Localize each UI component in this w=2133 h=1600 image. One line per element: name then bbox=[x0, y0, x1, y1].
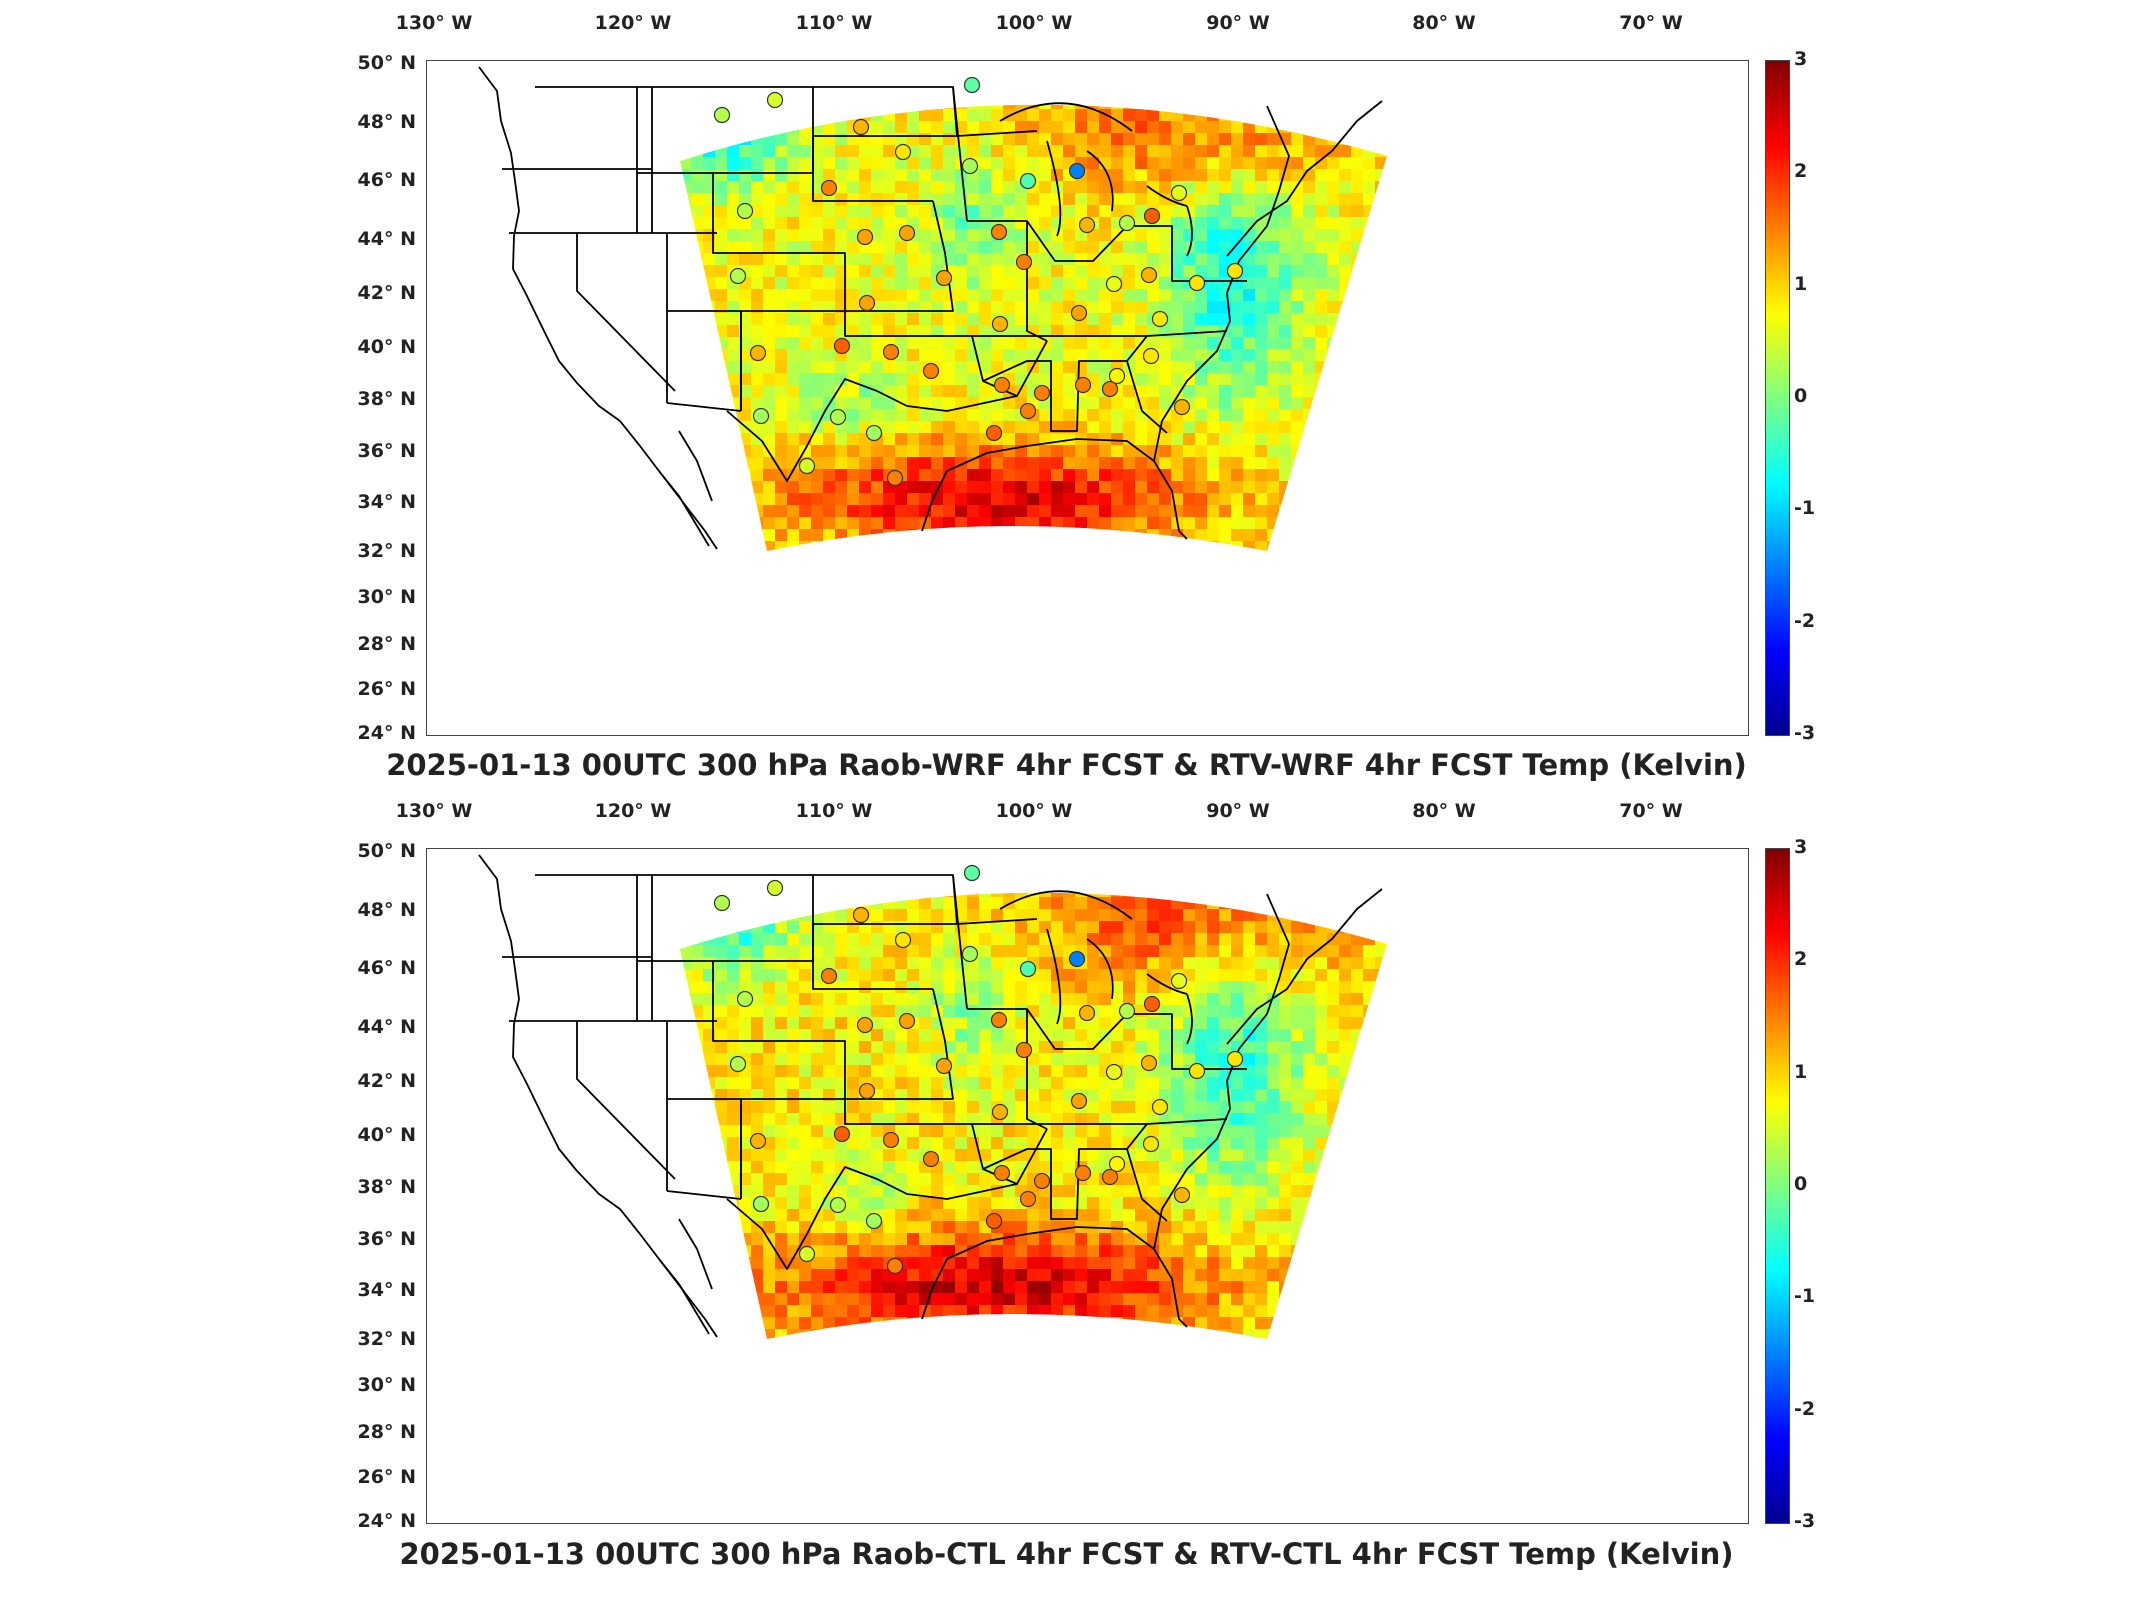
colorbar bbox=[1765, 848, 1790, 1524]
colorbar-tick-label: -3 bbox=[1794, 722, 1816, 744]
colorbar-tick-label: 1 bbox=[1794, 1060, 1808, 1083]
colorbar-tick-label: -2 bbox=[1794, 609, 1816, 632]
longitude-label: 100° W bbox=[995, 800, 1073, 822]
colorbar-tick-label: 3 bbox=[1794, 48, 1808, 70]
colorbar-tick-label: 0 bbox=[1794, 385, 1808, 407]
longitude-label: 70° W bbox=[1619, 12, 1683, 34]
map-frame bbox=[426, 848, 1749, 1524]
latitude-label: 28° N bbox=[357, 1421, 416, 1443]
longitude-label: 120° W bbox=[594, 12, 672, 34]
latitude-label: 42° N bbox=[357, 1070, 416, 1092]
latitude-label: 40° N bbox=[357, 336, 416, 358]
longitude-label: 120° W bbox=[594, 800, 672, 822]
temperature-difference-map bbox=[427, 61, 1748, 735]
latitude-label: 26° N bbox=[357, 1466, 416, 1488]
colorbar-tick-label: -3 bbox=[1794, 1510, 1816, 1532]
latitude-label: 36° N bbox=[357, 1228, 416, 1250]
latitude-label: 36° N bbox=[357, 440, 416, 462]
latitude-label: 32° N bbox=[357, 1328, 416, 1350]
latitude-label: 44° N bbox=[357, 228, 416, 250]
longitude-label: 100° W bbox=[995, 12, 1073, 34]
colorbar-tick-label: 1 bbox=[1794, 272, 1808, 295]
longitude-label: 80° W bbox=[1412, 12, 1476, 34]
latitude-label: 48° N bbox=[357, 111, 416, 133]
temperature-difference-map bbox=[427, 849, 1748, 1523]
longitude-label: 90° W bbox=[1206, 12, 1270, 34]
colorbar-tick-label: 2 bbox=[1794, 948, 1808, 971]
latitude-label: 38° N bbox=[357, 1176, 416, 1198]
latitude-label: 32° N bbox=[357, 540, 416, 562]
map-frame bbox=[426, 60, 1749, 736]
panel-title: 2025-01-13 00UTC 300 hPa Raob-CTL 4hr FC… bbox=[399, 1537, 1734, 1571]
latitude-label: 50° N bbox=[357, 840, 416, 862]
latitude-label: 26° N bbox=[357, 678, 416, 700]
colorbar bbox=[1765, 60, 1790, 736]
longitude-label: 110° W bbox=[795, 12, 873, 34]
latitude-label: 44° N bbox=[357, 1016, 416, 1038]
colorbar-tick-label: -2 bbox=[1794, 1397, 1816, 1420]
latitude-label: 46° N bbox=[357, 169, 416, 191]
colorbar-tick-label: -1 bbox=[1794, 497, 1816, 520]
latitude-label: 42° N bbox=[357, 282, 416, 304]
colorbar-tick-label: 0 bbox=[1794, 1173, 1808, 1195]
latitude-label: 28° N bbox=[357, 633, 416, 655]
colorbar-tick-label: 2 bbox=[1794, 160, 1808, 183]
latitude-label: 38° N bbox=[357, 388, 416, 410]
colorbar-tick-label: 3 bbox=[1794, 836, 1808, 858]
longitude-label: 130° W bbox=[395, 800, 473, 822]
longitude-label: 90° W bbox=[1206, 800, 1270, 822]
latitude-label: 50° N bbox=[357, 52, 416, 74]
latitude-label: 34° N bbox=[357, 491, 416, 513]
latitude-label: 46° N bbox=[357, 957, 416, 979]
longitude-label: 70° W bbox=[1619, 800, 1683, 822]
panel-title: 2025-01-13 00UTC 300 hPa Raob-WRF 4hr FC… bbox=[386, 748, 1747, 782]
colorbar-tick-label: -1 bbox=[1794, 1285, 1816, 1308]
latitude-label: 30° N bbox=[357, 1374, 416, 1396]
longitude-label: 130° W bbox=[395, 12, 473, 34]
latitude-label: 40° N bbox=[357, 1124, 416, 1146]
longitude-label: 110° W bbox=[795, 800, 873, 822]
longitude-label: 80° W bbox=[1412, 800, 1476, 822]
latitude-label: 24° N bbox=[357, 722, 416, 744]
latitude-label: 24° N bbox=[357, 1510, 416, 1532]
latitude-label: 34° N bbox=[357, 1279, 416, 1301]
latitude-label: 48° N bbox=[357, 899, 416, 921]
latitude-label: 30° N bbox=[357, 586, 416, 608]
